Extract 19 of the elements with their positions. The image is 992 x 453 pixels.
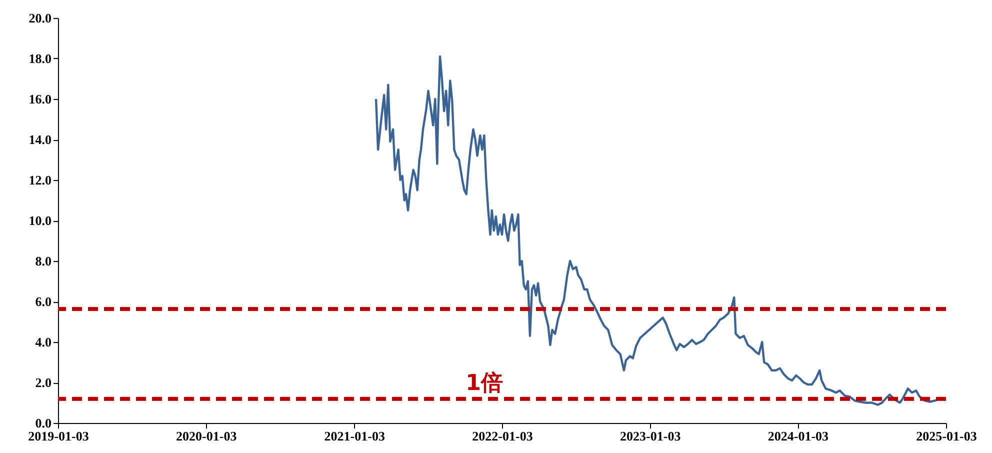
y-tick-label: 20.0 xyxy=(28,10,52,26)
y-tick-label: 18.0 xyxy=(28,51,52,66)
y-tick-label: 16.0 xyxy=(28,92,52,106)
y-tick-label: 6.0 xyxy=(35,294,52,309)
y-tick-label: 2.0 xyxy=(35,375,52,390)
y-tick-label: 4.0 xyxy=(35,334,52,350)
y-tick-label: 14.0 xyxy=(28,132,52,147)
y-tick-label: 10.0 xyxy=(28,213,52,228)
y-tick-label: 12.0 xyxy=(28,172,52,188)
y-tick-label: 0.0 xyxy=(35,416,52,430)
x-tick-label: 2025-01-03 xyxy=(916,428,978,444)
x-tick-label: 2022-01-03 xyxy=(472,428,534,444)
y-tick-label: 8.0 xyxy=(35,254,52,268)
x-tick-label: 2023-01-03 xyxy=(620,428,682,444)
x-tick-label: 2020-01-03 xyxy=(176,428,238,444)
x-tick-label: 2024-01-03 xyxy=(768,428,830,444)
x-tick-label: 2021-01-03 xyxy=(324,428,386,444)
x-tick-label: 2019-01-03 xyxy=(28,428,90,444)
ref-line-label: 1倍 xyxy=(466,370,503,396)
